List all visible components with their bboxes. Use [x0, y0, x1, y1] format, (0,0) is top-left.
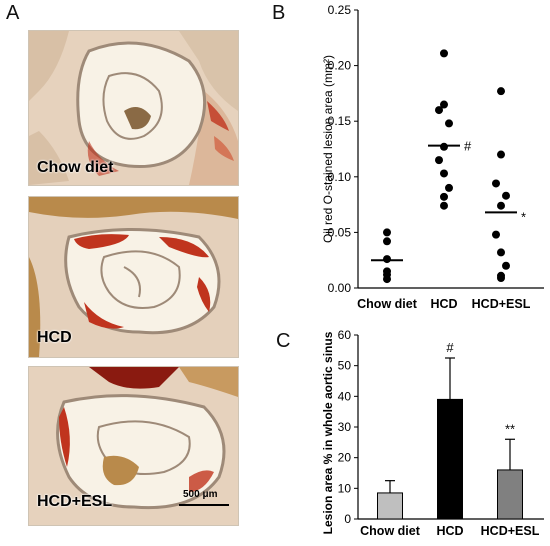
data-point: [497, 273, 505, 282]
micrograph-chow-diet: Chow diet: [28, 30, 239, 186]
y-tick-label: 50: [338, 359, 352, 373]
data-point: [440, 169, 448, 178]
bar: [437, 398, 463, 520]
significance-mark: #: [464, 139, 472, 154]
micrograph-label: Chow diet: [37, 159, 114, 176]
micrograph-hcd-image: [29, 197, 238, 357]
data-point: [502, 191, 510, 200]
micrograph-label: HCD: [37, 329, 72, 346]
micrograph-label: HCD+ESL: [37, 493, 113, 510]
y-tick-label: 0: [344, 512, 351, 526]
significance-mark: #: [446, 340, 454, 355]
x-tick-label: Chow diet: [360, 524, 421, 538]
x-tick-label: HCD+ESL: [481, 524, 540, 538]
micrograph-hcd-esl: HCD+ESL 500 μm: [28, 366, 239, 526]
y-axis-label: Lesion area % in whole aortic sinus: [321, 331, 335, 534]
data-point: [502, 261, 510, 270]
data-point: [435, 156, 443, 165]
data-point: [383, 275, 391, 284]
panel-letter-b: B: [272, 2, 286, 24]
y-tick-label: 0.00: [328, 281, 352, 295]
panel-letter-c: C: [276, 330, 291, 352]
data-point: [435, 106, 443, 115]
x-tick-label: Chow diet: [357, 297, 418, 311]
y-tick-label: 30: [338, 420, 352, 434]
y-axis-label: Oil red O-stained lesion area (mm²): [321, 55, 335, 243]
y-tick-label: 0.05: [328, 225, 352, 239]
y-tick-label: 60: [338, 328, 352, 342]
data-point: [383, 237, 391, 246]
y-tick-label: 0.10: [328, 170, 352, 184]
panel-letter-a: A: [6, 2, 20, 24]
data-point: [440, 201, 448, 210]
data-point: [492, 230, 500, 239]
bar: [377, 492, 403, 520]
y-tick-label: 10: [338, 481, 352, 495]
micrograph-hcd: HCD: [28, 196, 239, 358]
data-point: [445, 119, 453, 128]
scale-bar-label: 500 μm: [183, 489, 218, 500]
data-point: [445, 183, 453, 192]
y-tick-label: 40: [338, 389, 352, 403]
data-point: [383, 255, 391, 264]
data-point: [440, 100, 448, 109]
x-tick-label: HCD: [430, 297, 457, 311]
data-point: [440, 142, 448, 151]
data-point: [497, 248, 505, 257]
y-tick-label: 0.25: [328, 3, 352, 17]
data-point: [492, 179, 500, 188]
y-tick-label: 0.20: [328, 59, 352, 73]
chart-c-lesion-area-percent: 0 10 20 30 40 50 60 Chow diet HCD HCD+ESL Lesion a…: [321, 328, 544, 538]
data-point: [440, 49, 448, 58]
x-tick-label: HCD+ESL: [472, 297, 531, 311]
data-point: [383, 228, 391, 237]
bar: [497, 469, 523, 520]
significance-mark: **: [505, 421, 515, 436]
chart-b-oil-red-lesion-area: 0.00 0.05 0.10 0.15 0.20 0.25 Chow diet HCD HCD+…: [321, 3, 544, 311]
y-tick-label: 20: [338, 451, 352, 465]
x-tick-label: HCD: [436, 524, 463, 538]
y-tick-label: 0.15: [328, 114, 352, 128]
data-point: [497, 201, 505, 210]
significance-mark: *: [521, 209, 526, 224]
micrograph-chow-image: [29, 31, 238, 185]
data-point: [497, 150, 505, 159]
data-point: [440, 192, 448, 201]
micrograph-hcd-esl-image: [29, 367, 238, 525]
data-point: [497, 87, 505, 96]
